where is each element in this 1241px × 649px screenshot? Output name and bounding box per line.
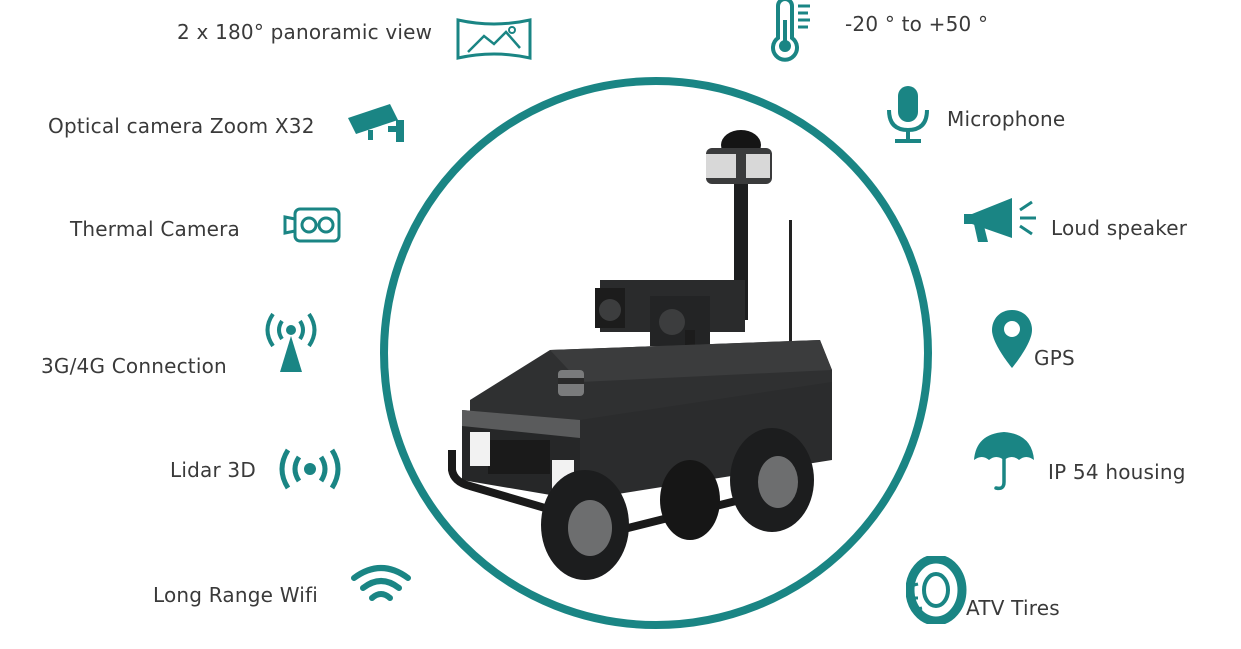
antenna-tower-icon — [265, 312, 317, 372]
umbrella-icon — [974, 432, 1034, 491]
feature-lidar-label: Lidar 3D — [170, 458, 256, 482]
thermometer-icon — [771, 0, 810, 62]
feature-panoramic-label: 2 x 180° panoramic view — [177, 20, 433, 44]
feature-temperature-label: -20 ° to +50 ° — [845, 12, 989, 36]
feature-wifi-label: Long Range Wifi — [153, 583, 318, 607]
feature-circle — [380, 77, 932, 629]
megaphone-icon — [964, 198, 1036, 242]
microphone-icon — [887, 86, 929, 143]
feature-speaker-label: Loud speaker — [1051, 216, 1188, 240]
map-pin-icon — [992, 310, 1032, 368]
feature-microphone-label: Microphone — [947, 107, 1066, 131]
feature-tires-label: ATV Tires — [966, 596, 1060, 620]
lidar-signal-icon — [279, 448, 341, 490]
wifi-icon — [351, 565, 411, 601]
panorama-icon — [456, 18, 532, 60]
thermal-camera-icon — [283, 207, 341, 243]
feature-thermal-label: Thermal Camera — [70, 217, 241, 241]
feature-optical-label: Optical camera Zoom X32 — [48, 114, 315, 138]
feature-network-label: 3G/4G Connection — [41, 354, 227, 378]
feature-housing-label: IP 54 housing — [1048, 460, 1186, 484]
feature-gps-label: GPS — [1034, 346, 1075, 370]
security-camera-icon — [348, 104, 404, 142]
robot-image — [448, 130, 832, 580]
tire-icon — [906, 556, 967, 624]
